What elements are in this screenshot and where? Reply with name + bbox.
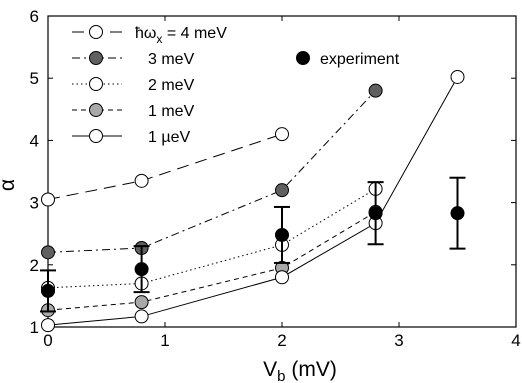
- legend-entry-1: ħωx = 4 meV: [72, 25, 227, 46]
- y-tick-label: 4: [30, 131, 39, 150]
- series-3-line: [47, 188, 376, 289]
- series-5-point: [275, 270, 289, 285]
- y-axis-label: α: [0, 179, 19, 191]
- series-3: [41, 181, 383, 295]
- legend-marker: [89, 77, 103, 91]
- series-1-point: [41, 192, 55, 207]
- experiment-point-group: [449, 176, 466, 250]
- series-2: [41, 83, 383, 260]
- series-2-point: [41, 245, 55, 260]
- legend-label: 1 meV: [148, 103, 195, 120]
- legend-entry-4: 1 meV: [72, 103, 195, 120]
- legend: ħωx = 4 meV 3 meV 2 meV 1 meV 1 µeV experimen…: [72, 25, 400, 146]
- experiment-point-group: [133, 245, 150, 294]
- series-4-point: [134, 295, 149, 310]
- series-2-point: [368, 83, 383, 98]
- series-5-point: [41, 318, 55, 333]
- series-5-line: [47, 76, 458, 326]
- legend-marker: [89, 51, 103, 65]
- legend-marker: [89, 129, 103, 143]
- series-4: [41, 204, 383, 318]
- legend-label: ħωx = 4 meV: [135, 25, 227, 46]
- experiment-point: [450, 206, 465, 221]
- x-axis-label-unit: (mV): [286, 358, 337, 381]
- experiment-point-group: [367, 181, 384, 246]
- legend-entry-3: 2 meV: [72, 77, 195, 94]
- x-tick-label: 0: [43, 331, 52, 350]
- legend-label-suffix: = 4 meV: [162, 25, 227, 42]
- series-5-point: [450, 69, 465, 84]
- experiment-point: [41, 283, 55, 298]
- experiment-point-group: [274, 205, 290, 264]
- legend-entry-experiment: experiment: [296, 51, 400, 68]
- y-tick-label: 1: [30, 318, 39, 337]
- legend-label: 2 meV: [148, 77, 195, 94]
- x-tick-label: 2: [277, 331, 286, 350]
- y-tick-label: 6: [30, 7, 39, 26]
- x-tick-label: 1: [160, 331, 169, 350]
- series-2-line: [47, 90, 376, 253]
- legend-label: 1 µeV: [148, 129, 190, 146]
- y-tick-label: 3: [30, 194, 39, 213]
- x-axis-label: Vb (mV): [263, 358, 337, 383]
- experiment-point: [368, 206, 383, 221]
- legend-entry-2: 3 meV: [72, 51, 195, 68]
- legend-entry-5: 1 µeV: [72, 129, 190, 146]
- legend-label-experiment: experiment: [320, 51, 400, 68]
- series-layer: [41, 69, 465, 333]
- series-5-point: [134, 309, 149, 324]
- legend-label: 3 meV: [148, 51, 195, 68]
- y-tick-label: 5: [30, 69, 39, 88]
- series-4-line: [47, 211, 376, 311]
- x-tick-label: 3: [394, 331, 403, 350]
- experiment-point: [275, 227, 289, 242]
- experiment-point-group: [40, 269, 56, 313]
- legend-marker-experiment: [296, 51, 310, 65]
- series-2-point: [275, 183, 289, 198]
- y-tick-label: 2: [30, 256, 39, 275]
- series-1: [41, 127, 289, 207]
- series-1-point: [275, 127, 289, 142]
- x-tick-label: 4: [511, 331, 520, 350]
- series-5: [41, 69, 465, 333]
- legend-marker: [89, 103, 103, 117]
- series-1-point: [134, 173, 149, 188]
- experiment-series: [40, 176, 466, 313]
- legend-label-sub: x: [156, 32, 162, 46]
- x-axis-label-sub: b: [277, 368, 285, 383]
- x-axis-label-main: V: [263, 358, 277, 381]
- experiment-point: [134, 262, 149, 277]
- legend-marker: [89, 25, 103, 39]
